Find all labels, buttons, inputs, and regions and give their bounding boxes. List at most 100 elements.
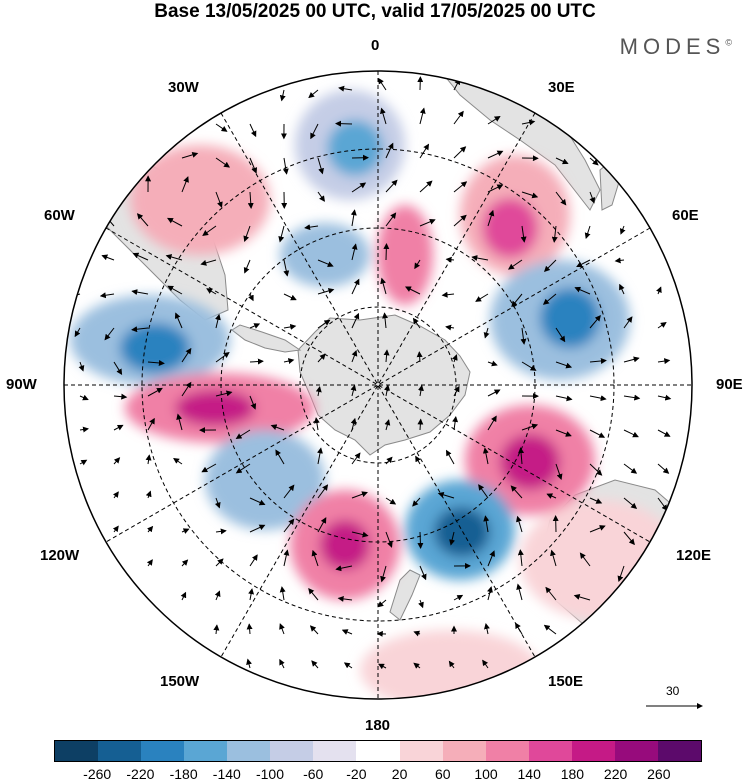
- wind-vector: [249, 497, 266, 506]
- wind-vector: [283, 323, 297, 330]
- wind-vector: [215, 528, 227, 535]
- wind-vector: [104, 327, 115, 341]
- wind-vector: [180, 591, 187, 601]
- wind-vector: [310, 123, 319, 140]
- wind-vector: [382, 312, 388, 329]
- wind-vector: [380, 277, 387, 295]
- wind-vector: [173, 457, 183, 465]
- wind-vector: [555, 395, 573, 402]
- wind-vector: [487, 209, 495, 227]
- wind-vector: [579, 552, 591, 567]
- wind-vector: [384, 419, 391, 431]
- wind-vector: [623, 463, 638, 474]
- wind-vector: [518, 447, 525, 465]
- wind-vector: [448, 660, 455, 669]
- wind-vector: [249, 323, 261, 329]
- wind-vector: [478, 484, 489, 499]
- wind-vector: [419, 218, 436, 227]
- wind-vector: [283, 484, 295, 499]
- wind-vector: [445, 324, 455, 331]
- lon-label-0: 0: [371, 37, 380, 54]
- wind-vector: [545, 586, 557, 601]
- neg-anom-weddell: [280, 223, 370, 287]
- wind-vector: [279, 89, 286, 102]
- wind-vector: [213, 624, 220, 635]
- wind-vector: [317, 319, 331, 329]
- wind-vector: [589, 191, 596, 204]
- wind-vector: [453, 146, 467, 159]
- wind-vector: [383, 349, 390, 363]
- wind-vector: [350, 209, 357, 227]
- brand-text: MODES: [619, 34, 726, 59]
- wind-vector: [235, 429, 251, 440]
- wind-vector: [215, 558, 224, 567]
- wind-vector: [657, 394, 672, 401]
- wind-vector: [304, 224, 319, 231]
- wind-vector: [200, 259, 217, 266]
- wind-vector: [487, 150, 504, 159]
- wind-vector: [555, 157, 569, 165]
- wind-vector: [283, 259, 290, 277]
- colorbar-tick-label: -140: [212, 766, 241, 782]
- wind-vector: [167, 217, 183, 227]
- wind-vector: [487, 360, 498, 367]
- wind-vector: [383, 243, 390, 261]
- colorbar-tick-label: 180: [560, 766, 585, 782]
- wind-vector: [249, 123, 257, 138]
- wind-vector: [657, 429, 671, 437]
- wind-vector: [74, 327, 81, 338]
- wind-vector: [510, 485, 523, 499]
- wind-vector: [412, 497, 421, 507]
- colorbar-tick-label: 260: [647, 766, 671, 782]
- pos-anom-west-atlantic: [130, 145, 270, 255]
- wind-vector: [385, 179, 398, 193]
- wind-vector: [145, 490, 152, 499]
- wind-vector: [243, 225, 251, 243]
- wind-vector: [248, 588, 255, 601]
- wind-vector: [337, 595, 353, 602]
- wind-vector: [589, 395, 607, 402]
- wind-vector: [521, 423, 539, 431]
- wind-vector: [311, 549, 319, 567]
- wind-vector: [412, 317, 421, 329]
- wind-vector: [113, 424, 124, 431]
- colorbar-tick-label: 60: [435, 766, 451, 782]
- wind-vector: [555, 327, 566, 343]
- lon-label-90e: 90E: [716, 376, 743, 393]
- wind-vector: [214, 497, 221, 509]
- colorbar-swatch: [270, 741, 314, 761]
- wind-vector: [475, 293, 489, 302]
- wind-vector: [283, 549, 290, 567]
- new-zealand: [389, 569, 421, 621]
- colorbar-tick-label: 220: [603, 766, 628, 782]
- colorbar-tick-label: -220: [126, 766, 155, 782]
- wind-vector: [419, 143, 430, 159]
- wind-vector: [215, 352, 230, 363]
- pos-anom-south: [360, 630, 540, 699]
- wind-vector: [487, 389, 501, 397]
- wind-vector: [351, 278, 360, 295]
- colorbar-tick-label: 140: [517, 766, 541, 782]
- wind-vector: [441, 291, 455, 298]
- pos-anom-east-antarctica-core: [500, 434, 560, 490]
- wind-vector: [543, 624, 557, 635]
- colorbar-swatch: [55, 741, 99, 761]
- antarctic-peninsula: [231, 324, 302, 353]
- wind-vector: [317, 353, 326, 363]
- wind-vector: [546, 493, 557, 499]
- wind-vector: [416, 351, 423, 363]
- pos-anom-ross-core: [320, 520, 370, 570]
- colorbar-tick-label: -180: [169, 766, 198, 782]
- colorbar-labels: -260 -220 -180 -140 -100 -60 -20 20 60 100 140 180 2…: [54, 766, 702, 782]
- wind-vector: [380, 565, 387, 583]
- colorbar-swatch: [485, 741, 529, 761]
- lon-label-30w: 30W: [168, 79, 199, 96]
- wind-vector: [520, 225, 527, 243]
- wind-vector: [617, 565, 625, 583]
- wind-vector: [335, 120, 353, 127]
- colorbar-tick-label: -100: [255, 766, 285, 782]
- wind-vector: [283, 518, 295, 533]
- wind-vector: [487, 184, 504, 193]
- wind-vector: [487, 415, 497, 431]
- lon-label-60e: 60E: [672, 207, 699, 224]
